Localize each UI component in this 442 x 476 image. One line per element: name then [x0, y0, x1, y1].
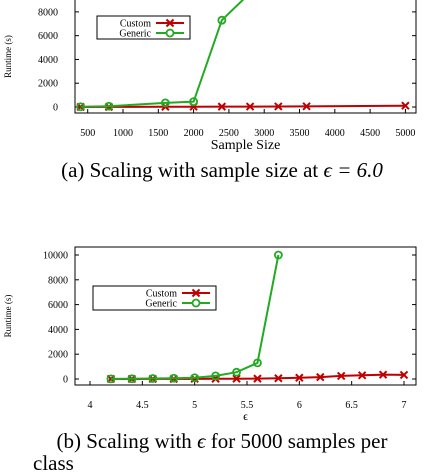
y-tick-label: 6000 [48, 300, 68, 311]
x-tick-label: 4.5 [136, 400, 149, 411]
chart-b: 0 2000 4000 6000 8000 10000 4 4.5 5 5.5 6 6.5 7 ϵ Runt… [3, 246, 417, 423]
y-tick-label: 0 [63, 375, 68, 386]
x-axis-label: Sample Size [211, 138, 281, 153]
data-point-cross [274, 374, 283, 383]
legend-label-custom: Custom [120, 19, 151, 30]
legend-marker-circle [191, 298, 201, 308]
x-tick-label: 1000 [113, 128, 133, 139]
x-tick-label: 5 [192, 400, 197, 411]
data-point-cross [378, 370, 388, 379]
series-line-generic [110, 254, 280, 380]
y-tick-label: 10000 [43, 251, 68, 262]
data-point-cross [401, 101, 410, 110]
y-axis-label: Runtime (s) [3, 35, 13, 78]
figure-caption-b: (b) Scaling with ϵ for 5000 samples per [57, 429, 388, 453]
y-tick-label: 4000 [38, 55, 58, 66]
series-custom [106, 370, 409, 384]
y-tick-label: 4000 [48, 325, 68, 336]
data-point-circle [160, 98, 170, 108]
x-tick-label: 4000 [325, 128, 345, 139]
data-point-circle [104, 101, 114, 111]
data-point-cross [336, 371, 346, 381]
x-tick-label: 5000 [395, 128, 415, 139]
x-tick-label: 7 [402, 400, 407, 411]
plot-frame [74, 0, 417, 114]
data-point-circle [148, 374, 158, 383]
series-custom [76, 101, 410, 112]
data-point-circle [273, 250, 283, 260]
x-tick-label: 5.5 [241, 400, 254, 411]
y-tick-label: 8000 [38, 7, 58, 18]
x-tick-label: 500 [80, 128, 95, 139]
data-point-circle [169, 373, 179, 383]
figure-caption-b-line2: class [33, 451, 74, 475]
x-tick-label: 3500 [290, 128, 310, 139]
data-point-cross [357, 371, 367, 380]
x-tick-label: 1500 [148, 128, 168, 139]
x-tick-label: 6.5 [345, 400, 358, 411]
data-point-cross [399, 370, 409, 380]
y-tick-label: 2000 [38, 79, 58, 90]
caption-text: (a) Scaling with sample size at [61, 158, 323, 182]
data-point-circle [253, 358, 262, 368]
y-tick-label: 8000 [48, 275, 68, 286]
data-point-cross [245, 102, 255, 111]
x-tick-label: 6 [297, 400, 302, 411]
y-tick-label: 2000 [48, 350, 68, 361]
caption-text: (b) Scaling with [57, 429, 198, 453]
x-tick-label: 4 [88, 400, 93, 411]
x-tick-label: 2500 [219, 128, 239, 139]
data-point-cross [274, 102, 283, 111]
data-point-cross [217, 102, 227, 111]
figure-caption-a: (a) Scaling with sample size at ϵ = 6.0 [61, 158, 383, 182]
plot-frame [74, 246, 417, 386]
data-point-circle [127, 374, 137, 384]
x-tick-label: 3000 [254, 128, 274, 139]
caption-math: ϵ = 6.0 [324, 158, 384, 182]
y-tick-label: 0 [53, 103, 58, 114]
data-point-circle [76, 102, 86, 112]
legend-label-generic: Generic [119, 29, 151, 40]
data-point-circle [190, 373, 200, 383]
legend-label-custom: Custom [146, 289, 177, 300]
legend-marker-cross [165, 18, 175, 28]
series-line-generic [80, 0, 245, 108]
data-point-circle [211, 371, 221, 381]
data-point-cross [232, 374, 241, 383]
data-point-circle [189, 97, 199, 107]
y-tick-label: 6000 [38, 31, 58, 42]
data-point-cross [253, 374, 262, 383]
data-point-circle [106, 374, 116, 384]
series-generic [76, 0, 245, 112]
data-point-cross [316, 372, 325, 382]
data-point-cross [295, 373, 304, 382]
x-axis-label: ϵ [243, 409, 248, 423]
caption-math: ϵ [197, 429, 207, 453]
data-point-circle [232, 367, 241, 377]
legend-label-generic: Generic [145, 299, 177, 310]
y-axis-label: Runtime (s) [3, 295, 13, 338]
caption-text: for 5000 samples per [206, 429, 388, 453]
series-generic [106, 250, 283, 384]
x-tick-label: 4500 [360, 128, 380, 139]
x-tick-label: 2000 [184, 128, 204, 139]
chart-a: 0 2000 4000 6000 8000 500 1000 1500 2000 2500 3000… [3, 0, 417, 153]
legend-marker-circle [165, 28, 175, 38]
data-point-circle [217, 15, 227, 25]
data-point-cross [302, 102, 311, 111]
legend-marker-cross [191, 288, 201, 298]
